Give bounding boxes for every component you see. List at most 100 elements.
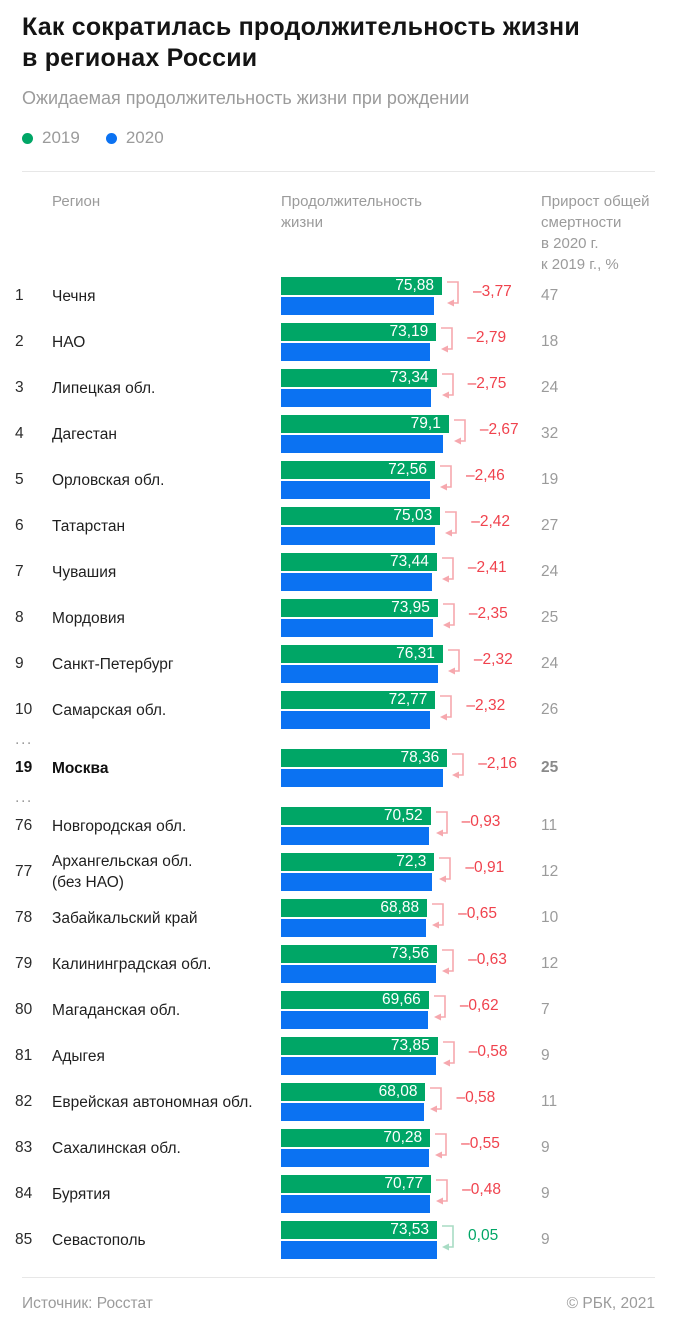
row-rank: 77 [15,863,33,880]
decrease-arrow-icon [433,995,446,1021]
mortality-value: 9 [541,1185,550,1202]
decrease-arrow-icon [435,1133,447,1159]
row-rank: 9 [15,655,24,672]
row-rank: 84 [15,1185,33,1202]
table-row: 76 Новгородская обл. 70,52 –0,93 11 [15,807,662,853]
bar-2020 [281,297,435,315]
legend-label-2019: 2019 [42,128,80,147]
table-row: 77 Архангельская обл. (без НАО) 72,3 –0,91 1… [15,853,662,899]
row-rank: 3 [15,379,24,396]
decrease-arrow-icon [432,903,444,929]
decrease-arrow-icon [442,603,455,629]
table-row: 9 Санкт-Петербург 76,31 –2,32 24 [15,645,662,691]
page-subtitle: Ожидаемая продолжительность жизни при ро… [22,88,470,108]
decrease-arrow-icon [439,465,452,491]
legend-dot-2020-icon [105,132,117,144]
change-value: –0,63 [468,951,507,968]
row-region: Сахалинская обл. [52,1139,181,1157]
row-rank: 10 [15,701,33,718]
table-row: 7 Чувашия 73,44 –2,41 24 [15,553,662,599]
column-header-region: Регион [52,193,101,210]
decrease-arrow-icon [452,753,465,779]
mortality-value: 12 [541,863,559,880]
row-region: Чечня [52,287,96,305]
row-region: Дагестан [52,425,117,443]
row-rank: 81 [15,1047,33,1064]
row-region: Магаданская обл. [52,1001,181,1019]
bar-2020 [281,481,430,499]
row-rank: 5 [15,471,24,488]
row-rank: 2 [15,333,24,350]
bar-2019: 79,1 [281,415,449,433]
table-row: 83 Сахалинская обл. 70,28 –0,55 9 [15,1129,662,1175]
row-rank: 80 [15,1001,33,1018]
table-row: 82 Еврейская автономная обл. 68,08 –0,58 11 [15,1083,662,1129]
bar-2020 [281,873,433,891]
bar-value-label: 69,66 [382,991,421,1008]
divider-top [22,171,655,172]
row-region: Самарская обл. [52,701,167,719]
bar-2020 [281,343,431,361]
legend-item-2020: 2020 [105,128,164,148]
bar-value-label: 68,08 [378,1083,418,1100]
table-row: 6 Татарстан 75,03 –2,42 27 [15,507,662,553]
mortality-value: 47 [541,287,559,304]
row-region: Забайкальский край [52,909,198,927]
row-rank: 19 [15,759,33,776]
table-row: 5 Орловская обл. 72,56 –2,46 19 [15,461,662,507]
bar-2019: 70,52 [281,807,431,825]
mortality-value: 26 [541,701,559,718]
ellipsis-label: ... [15,731,33,748]
column-header-mortality: Прирост общей смертности в 2020 г. к 201… [541,193,650,273]
row-rank: 6 [15,517,24,534]
bar-2020 [281,769,443,787]
mortality-value: 10 [541,909,559,926]
decrease-arrow-icon [440,695,453,721]
row-rank: 82 [15,1093,33,1110]
bar-value-label: 73,95 [391,599,430,616]
page-title: Как сократилась продолжительность жизни … [22,13,580,72]
mortality-value: 18 [541,333,559,350]
row-rank: 79 [15,955,33,972]
row-region: Архангельская обл. (без НАО) [52,853,193,891]
mortality-value: 24 [541,563,559,580]
row-bars: 69,66 [281,991,429,1029]
bar-2020 [281,965,436,983]
mortality-value: 24 [541,655,559,672]
change-value: –2,35 [468,605,508,622]
bar-2020 [281,1103,425,1121]
bar-value-label: 73,19 [389,323,429,340]
bar-2019: 75,03 [281,507,441,525]
bar-2019: 72,56 [281,461,435,479]
change-value: –0,58 [468,1043,508,1060]
bar-2020 [281,1149,429,1167]
row-bars: 72,3 [281,853,435,891]
bar-2019: 68,08 [281,1083,426,1101]
table-row: 2 НАО 73,19 –2,79 18 [15,323,662,369]
bar-2019: 73,95 [281,599,438,617]
row-bars: 75,88 [281,277,443,315]
column-header-life-expectancy: Продолжительность жизни [281,193,422,231]
bar-2019: 73,44 [281,553,437,571]
row-bars: 70,28 [281,1129,431,1167]
change-value: 0,05 [468,1227,499,1244]
change-value: –2,46 [465,467,505,484]
change-value: –0,65 [458,905,497,922]
row-region: Липецкая обл. [52,379,156,397]
row-rank: 8 [15,609,24,626]
row-region: Севастополь [52,1231,146,1249]
row-bars: 76,31 [281,645,443,683]
row-region: Москва [52,759,109,777]
change-value: –2,75 [467,375,507,392]
decrease-arrow-icon [439,857,452,883]
row-region: НАО [52,333,86,351]
legend-item-2019: 2019 [22,128,80,148]
decrease-arrow-icon [441,373,454,399]
bar-value-label: 75,03 [393,507,433,524]
bar-2019: 73,53 [281,1221,438,1239]
row-region: Бурятия [52,1185,111,1203]
table-row: 84 Бурятия 70,77 –0,48 9 [15,1175,662,1221]
change-value: –2,32 [466,697,506,714]
decrease-arrow-icon [447,281,459,307]
row-region: Новгородская обл. [52,817,187,835]
